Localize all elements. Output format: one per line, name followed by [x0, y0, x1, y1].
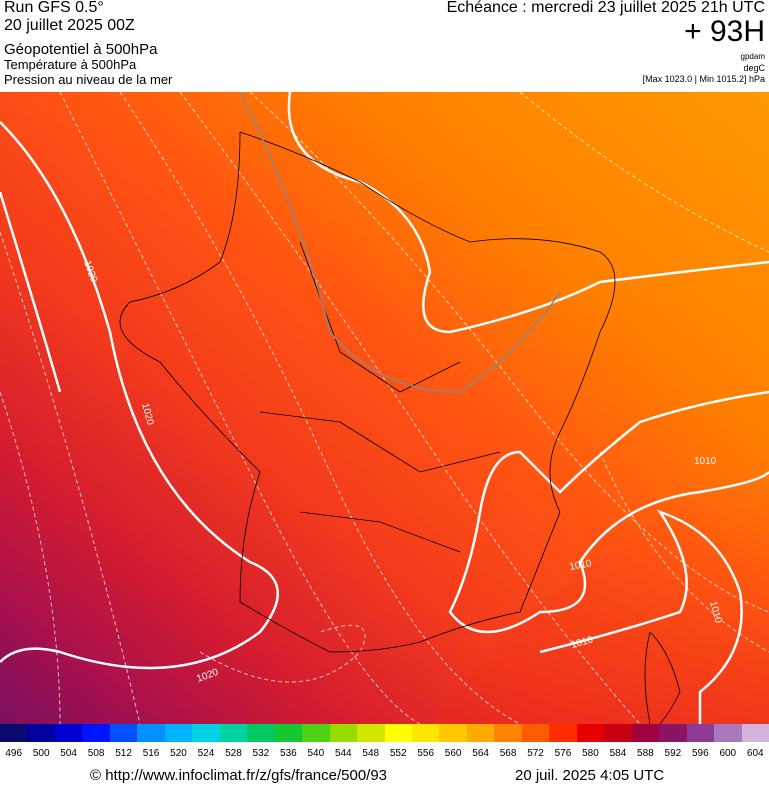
timestamp: 20 juil. 2025 4:05 UTC [515, 767, 665, 784]
legend-label: 512 [115, 748, 132, 759]
legend-swatch [714, 724, 743, 742]
legend-label: 528 [225, 748, 242, 759]
legend-swatch [439, 724, 468, 742]
legend-swatch [549, 724, 578, 742]
legend-label: 508 [87, 748, 105, 759]
legend-swatch [604, 724, 633, 742]
legend-label: 564 [472, 748, 489, 759]
legend-label: 552 [389, 748, 407, 759]
legend-swatch [54, 724, 83, 742]
legend-swatch [219, 724, 248, 742]
legend-swatch [631, 724, 660, 742]
color-legend: 496 500 504 508 512 516 520 524 528 532 536 540 544 5… [0, 724, 769, 764]
field: Géopotentiel à 500hPa [4, 41, 158, 58]
legend-label: 516 [142, 748, 160, 759]
legend-label: 524 [197, 748, 215, 759]
legend-label: 584 [609, 748, 627, 759]
legend-swatch [109, 724, 138, 742]
legend-swatch [27, 724, 56, 742]
field: Température à 500hPa [4, 57, 137, 72]
legend-label: 520 [170, 748, 187, 759]
legend-label: 532 [252, 748, 270, 759]
forecast-hour: + 93H [684, 15, 765, 48]
legend-swatch [329, 724, 358, 742]
borders [119, 131, 681, 724]
legend-swatch [137, 724, 166, 742]
legend-label: 544 [334, 748, 352, 759]
legend-label: 604 [746, 748, 764, 759]
legend-swatch [686, 724, 715, 742]
legend-label: 568 [499, 748, 517, 759]
unit: degC [743, 63, 765, 73]
contour-label: 1010 [694, 456, 717, 467]
legend-swatch [274, 724, 303, 742]
legend-swatch [0, 724, 28, 742]
shade [430, 472, 769, 724]
run-date: 20 juillet 2025 00Z [4, 17, 135, 34]
isobars [0, 92, 769, 724]
legend-swatch [466, 724, 495, 742]
legend-label: 548 [362, 748, 380, 759]
legend-swatch [659, 724, 688, 742]
legend-swatch [357, 724, 385, 742]
legend-swatch [576, 724, 605, 742]
run-title: Run GFS 0.5° [4, 0, 104, 16]
legend-label: 556 [417, 748, 435, 759]
legend-label: 504 [60, 748, 77, 759]
map: 1020 1020 1020 1010 1010 1010 1010 [0, 92, 769, 724]
echeance: Echéance : mercredi 23 juillet 2025 21h … [446, 0, 765, 16]
legend-swatch [192, 724, 221, 742]
legend-label: 560 [444, 748, 462, 759]
contour-label: 1010 [569, 558, 593, 573]
unit: [Max 1023.0 | Min 1015.2] hPa [642, 74, 765, 84]
legend-swatch [82, 724, 111, 742]
legend-label: 572 [527, 748, 544, 759]
river [239, 92, 561, 393]
legend-swatch [302, 724, 331, 742]
unit: gpdam [740, 52, 765, 61]
legend-label: 588 [637, 748, 654, 759]
legend-swatch [411, 724, 440, 742]
legend-label: 496 [5, 748, 23, 759]
legend-label: 576 [554, 748, 572, 759]
legend-swatch [164, 724, 193, 742]
legend-swatch [384, 724, 413, 742]
source-url: © http://www.infoclimat.fr/z/gfs/france/… [90, 767, 388, 784]
legend-swatch [494, 724, 523, 742]
legend-label: 592 [664, 748, 682, 759]
field: Pression au niveau de la mer [4, 72, 173, 87]
isotherms [0, 92, 769, 724]
legend-swatch [741, 724, 769, 742]
legend-label: 540 [307, 748, 325, 759]
legend-label: 580 [582, 748, 599, 759]
legend-label: 500 [32, 748, 50, 759]
legend-label: 536 [280, 748, 297, 759]
legend-label: 600 [719, 748, 737, 759]
legend-swatch [247, 724, 276, 742]
legend-swatch [521, 724, 550, 742]
legend-label: 596 [691, 748, 709, 759]
